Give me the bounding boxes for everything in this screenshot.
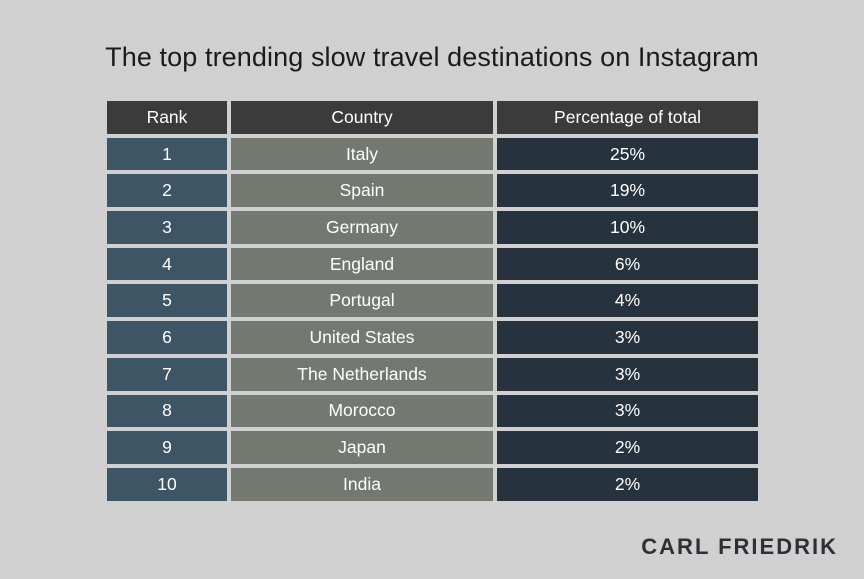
country-cell: Portugal: [231, 284, 493, 318]
percentage-cell: 3%: [497, 394, 758, 428]
rank-cell: 5: [107, 284, 227, 318]
chart-title: The top trending slow travel destination…: [105, 42, 759, 72]
rank-cell: 7: [107, 357, 227, 391]
percentage-cell: 10%: [497, 211, 758, 244]
country-cell: Germany: [231, 211, 493, 244]
percentage-cell: 19%: [497, 174, 758, 208]
percentage-cell: 25%: [497, 137, 758, 171]
percentage-cell: 2%: [497, 467, 758, 501]
brand-wordmark: CARL FRIEDRIK: [641, 534, 838, 559]
ranking-table: Rank Country Percentage of total 1 Italy…: [107, 101, 758, 501]
country-cell: Japan: [231, 431, 493, 464]
rank-cell: 2: [107, 174, 227, 208]
rank-cell: 9: [107, 431, 227, 464]
percentage-cell: 3%: [497, 321, 758, 354]
rank-cell: 1: [107, 137, 227, 171]
country-cell: Spain: [231, 174, 493, 208]
rank-cell: 4: [107, 247, 227, 281]
percentage-cell: 6%: [497, 247, 758, 281]
country-cell: The Netherlands: [231, 357, 493, 391]
country-cell: Morocco: [231, 394, 493, 428]
rank-cell: 3: [107, 211, 227, 244]
country-cell: United States: [231, 321, 493, 354]
country-cell: England: [231, 247, 493, 281]
header-country: Country: [231, 101, 493, 134]
percentage-cell: 2%: [497, 431, 758, 464]
country-cell: India: [231, 467, 493, 501]
rank-cell: 8: [107, 394, 227, 428]
percentage-cell: 4%: [497, 284, 758, 318]
country-cell: Italy: [231, 137, 493, 171]
rank-cell: 10: [107, 467, 227, 501]
header-percentage: Percentage of total: [497, 101, 758, 134]
percentage-cell: 3%: [497, 357, 758, 391]
header-rank: Rank: [107, 101, 227, 134]
rank-cell: 6: [107, 321, 227, 354]
